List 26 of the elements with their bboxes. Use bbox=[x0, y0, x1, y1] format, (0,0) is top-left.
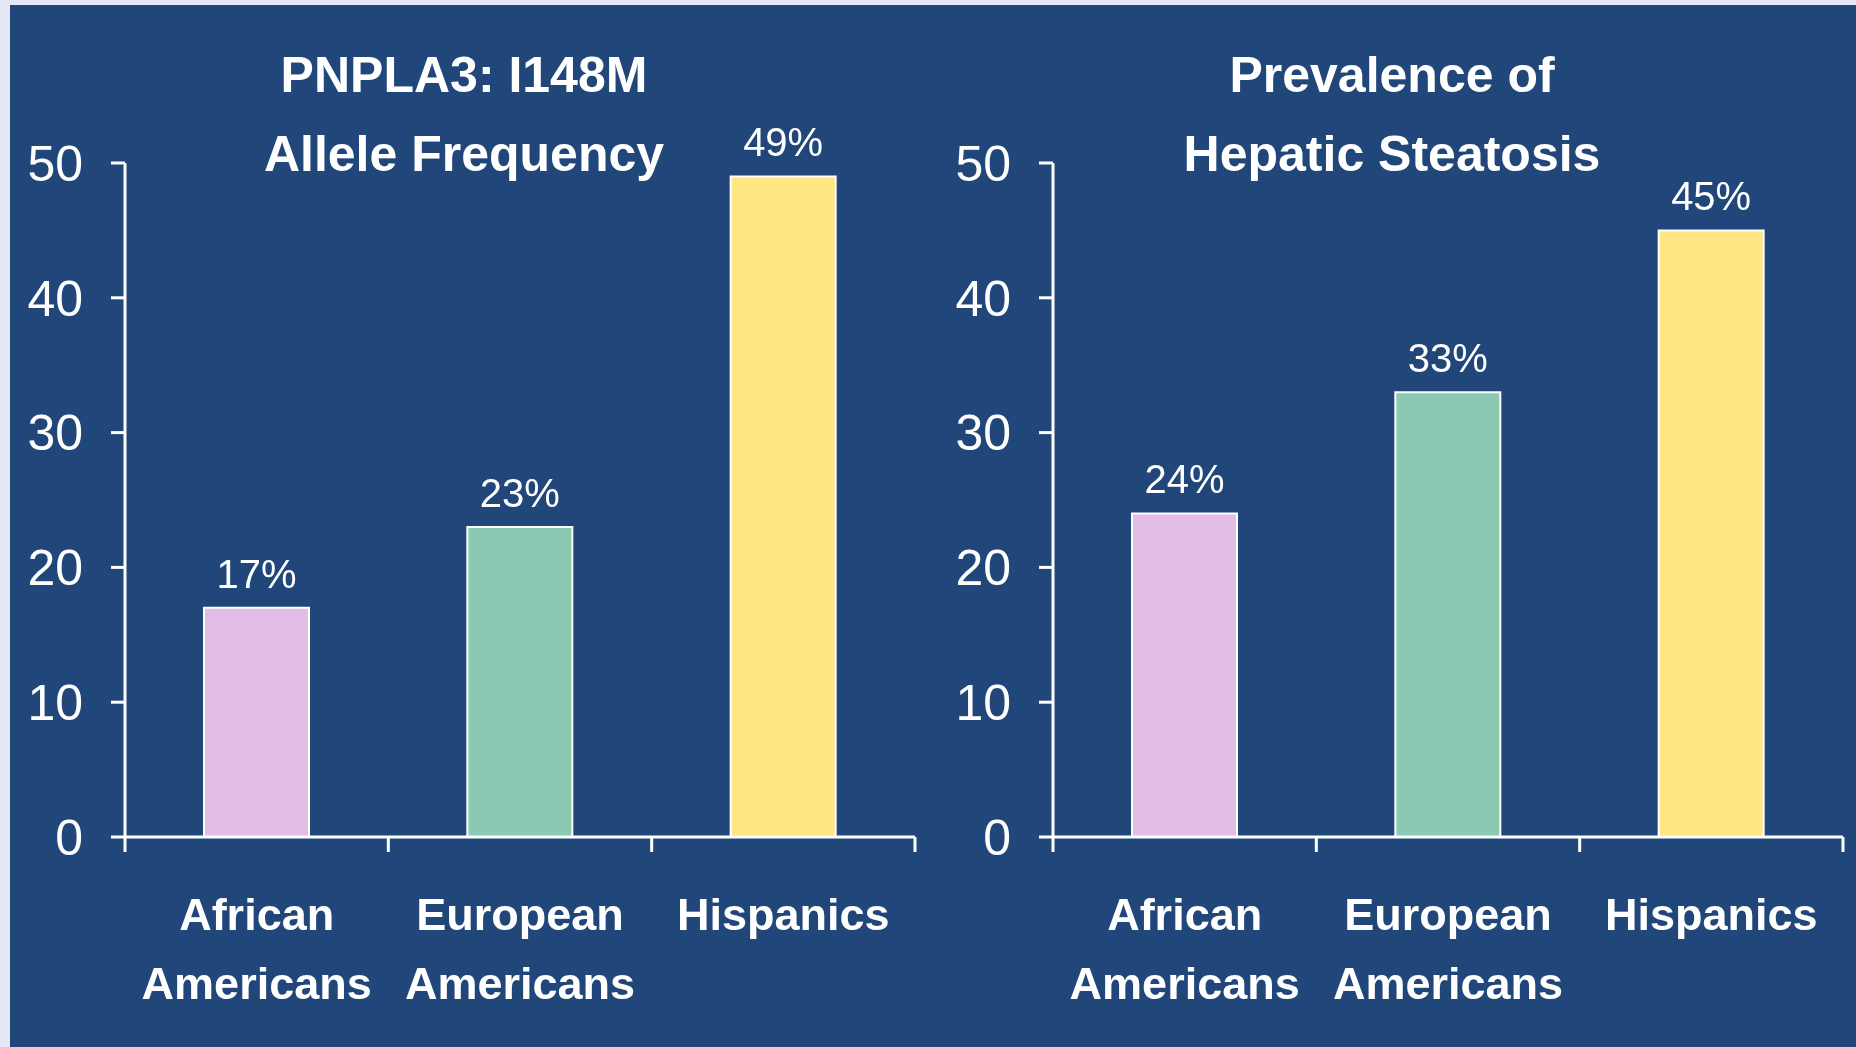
y-tick-label: 10 bbox=[27, 674, 83, 731]
y-tick-label: 40 bbox=[955, 270, 1011, 327]
chart-title: PNPLA3: I148M Allele Frequency bbox=[263, 47, 665, 182]
data-label: 24% bbox=[1144, 457, 1225, 502]
data-label: 23% bbox=[479, 470, 560, 515]
data-label: 17% bbox=[216, 551, 297, 596]
x-tick-label: Hispanics bbox=[677, 889, 890, 940]
data-label: 45% bbox=[1671, 174, 1752, 219]
x-tick-label: African Americans bbox=[1069, 889, 1300, 1009]
x-tick-label: European Americans bbox=[404, 889, 636, 1009]
y-tick-label: 20 bbox=[955, 540, 1011, 597]
y-tick-label: 20 bbox=[27, 540, 83, 597]
y-tick-label: 40 bbox=[27, 270, 83, 327]
data-label: 49% bbox=[743, 120, 824, 165]
chart-title: Prevalence of Hepatic Steatosis bbox=[1183, 47, 1601, 182]
y-tick-label: 50 bbox=[27, 135, 83, 192]
x-tick-label: Hispanics bbox=[1605, 889, 1818, 940]
y-tick-label: 0 bbox=[55, 809, 83, 866]
x-tick-label: African Americans bbox=[141, 889, 372, 1009]
y-tick-label: 10 bbox=[955, 674, 1011, 731]
x-tick-label: European Americans bbox=[1332, 889, 1564, 1009]
y-tick-label: 30 bbox=[27, 405, 83, 462]
y-tick-label: 50 bbox=[955, 135, 1011, 192]
y-tick-label: 30 bbox=[955, 405, 1011, 462]
y-tick-label: 0 bbox=[983, 809, 1011, 866]
data-label: 33% bbox=[1407, 336, 1488, 381]
